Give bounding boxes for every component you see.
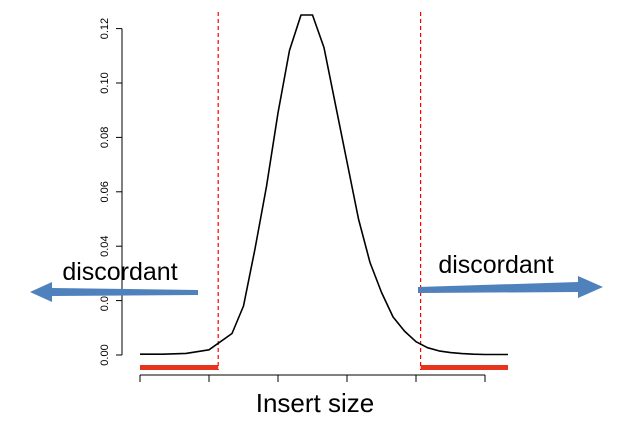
- y-tick-label: 0.00: [99, 344, 111, 365]
- density-series: [140, 14, 508, 356]
- discordant-range-bar: [420, 365, 508, 370]
- y-tick-label: 0.08: [99, 127, 111, 148]
- density-line: [140, 14, 508, 356]
- discordant-ranges: [140, 365, 508, 370]
- discordant-range-bar: [140, 365, 219, 370]
- y-tick-label: 0.04: [99, 235, 111, 256]
- y-axis: 0.000.020.040.060.080.100.12: [99, 18, 123, 366]
- discordant-label-left: discordant: [62, 258, 177, 286]
- discordant-label-right: discordant: [438, 251, 553, 279]
- y-tick-label: 0.10: [99, 72, 111, 93]
- y-tick-label: 0.06: [99, 181, 111, 202]
- x-axis: [139, 374, 486, 382]
- x-axis-label: Insert size: [256, 388, 375, 418]
- threshold-lines: [217, 12, 422, 370]
- y-tick-label: 0.12: [99, 18, 111, 39]
- right-arrow-icon: [418, 276, 603, 298]
- left-arrow-icon: [30, 282, 198, 302]
- annotations: discordant discordant: [30, 251, 603, 302]
